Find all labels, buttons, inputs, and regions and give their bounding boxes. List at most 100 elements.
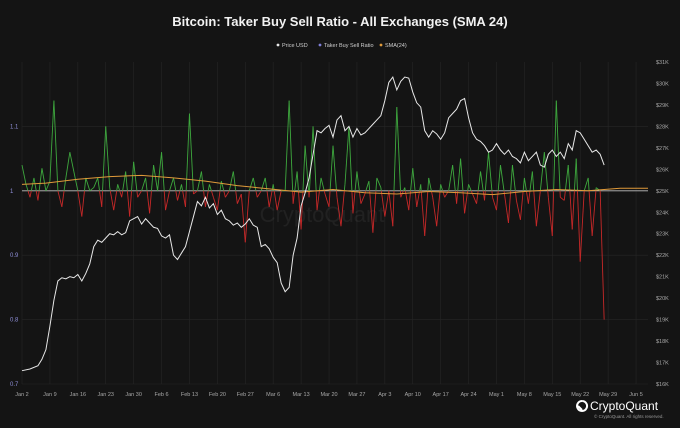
ratio-segment-buy: [141, 177, 147, 191]
ratio-segment-buy: [207, 184, 210, 191]
sma-line: [21, 174, 648, 196]
ratio-segment-buy: [173, 177, 177, 191]
x-tick-label: Feb 6: [155, 392, 169, 398]
ratio-segment-buy: [343, 184, 346, 191]
ratio-segment-buy: [529, 171, 533, 191]
ratio-segment-buy: [131, 161, 135, 191]
ratio-segment-buy: [153, 164, 159, 191]
ratio-segment-buy: [122, 171, 127, 191]
ratio-segment-sell: [527, 190, 531, 204]
watermark: CryptoQuant: [260, 202, 385, 227]
ratio-segment-sell: [432, 197, 438, 227]
x-tick-label: Apr 10: [405, 392, 421, 398]
ratio-segment-buy: [133, 161, 138, 191]
ratio-segment-buy: [587, 177, 590, 191]
ratio-segment-buy: [185, 113, 190, 191]
ratio-segment-buy: [151, 165, 155, 191]
ratio-segment-sell: [420, 190, 426, 236]
ratio-segment-buy: [109, 187, 111, 191]
legend-label-ratio[interactable]: Taker Buy Sell Ratio: [324, 43, 374, 49]
x-tick-label: Feb 20: [209, 392, 226, 398]
ratio-segment-buy: [354, 171, 358, 191]
ratio-segment-sell: [392, 190, 395, 227]
left-tick-label: 0.7: [10, 382, 19, 388]
ratio-segment-buy: [169, 177, 174, 191]
ratio-segment-sell: [193, 190, 198, 195]
right-tick-label: $29K: [656, 103, 669, 109]
ratio-segment-sell: [256, 190, 262, 198]
ratio-segment-sell: [491, 190, 493, 198]
x-tick-label: Mar 27: [348, 392, 365, 398]
x-tick-label: Jan 23: [97, 392, 114, 398]
ratio-segment-sell: [476, 190, 479, 204]
ratio-segment-buy: [288, 100, 294, 191]
ratio-segment-buy: [368, 181, 371, 191]
ratio-segment-sell: [563, 190, 566, 201]
legend-label-sma[interactable]: SMA(24): [385, 43, 407, 49]
ratio-segment-sell: [462, 190, 466, 214]
ratio-segment-buy: [460, 158, 464, 191]
ratio-segment-buy: [73, 171, 79, 191]
ratio-segment-sell: [119, 190, 123, 198]
ratio-segment-sell: [292, 190, 296, 204]
ratio-segment-buy: [356, 171, 360, 191]
ratio-segment-buy: [523, 177, 527, 191]
ratio-segment-buy: [344, 126, 350, 185]
ratio-segment-sell: [551, 190, 555, 236]
ratio-segment-sell: [216, 190, 221, 211]
ratio-segment-buy: [567, 165, 571, 191]
ratio-segment-buy: [510, 165, 513, 191]
right-tick-label: $23K: [656, 232, 669, 238]
ratio-segment-buy: [348, 126, 353, 191]
ratio-segment-buy: [102, 126, 107, 191]
ratio-segment-sell: [210, 190, 214, 198]
ratio-segment-sell: [315, 190, 318, 211]
brand-name: CryptoQuant: [590, 399, 659, 413]
ratio-segment-sell: [352, 190, 356, 214]
ratio-segment-buy: [302, 145, 306, 191]
ratio-segment-buy: [49, 100, 55, 182]
ratio-segment-sell: [276, 190, 282, 211]
ratio-segment-buy: [412, 168, 416, 191]
ratio-segment-sell: [185, 190, 187, 207]
ratio-segment-sell: [224, 190, 230, 198]
right-tick-label: $31K: [656, 60, 669, 66]
ratio-segment-buy: [393, 107, 398, 191]
ratio-segment-buy: [583, 177, 589, 191]
ratio-segment-buy: [511, 164, 516, 191]
ratio-segment-buy: [553, 100, 557, 191]
price-line: [21, 75, 605, 372]
ratio-segment-sell: [504, 193, 509, 224]
ratio-segment-sell: [27, 190, 31, 198]
ratio-segment-buy: [522, 177, 525, 191]
ratio-segment-buy: [410, 168, 414, 191]
ratio-segment-buy: [93, 177, 99, 188]
ratio-series: [21, 100, 605, 320]
x-tick-label: May 8: [517, 392, 532, 398]
price-series: [21, 75, 605, 372]
ratio-segment-sell: [547, 190, 549, 198]
ratio-segment-buy: [252, 177, 257, 191]
ratio-segment-sell: [255, 190, 258, 198]
x-tick-label: May 22: [571, 392, 589, 398]
ratio-segment-sell: [236, 193, 242, 204]
ratio-segment-buy: [375, 177, 378, 191]
right-tick-label: $30K: [656, 81, 669, 87]
x-tick-label: Mar 20: [320, 392, 337, 398]
ratio-segment-sell: [177, 190, 181, 201]
ratio-segment-sell: [340, 190, 345, 227]
ratio-segment-sell: [492, 197, 497, 211]
legend-label-price[interactable]: Price USD: [282, 43, 308, 49]
ratio-segment-sell: [360, 193, 366, 204]
x-tick-label: Apr 24: [460, 392, 476, 398]
x-tick-label: May 29: [599, 392, 617, 398]
legend-marker-ratio: [318, 43, 322, 47]
ratio-segment-buy: [539, 152, 545, 191]
right-axis: $16K $17K $18K $19K $20K $21K $22K $23K $24K $25K…: [656, 60, 669, 388]
ratio-segment-buy: [575, 158, 578, 191]
ratio-segment-buy: [468, 184, 472, 191]
ratio-segment-buy: [220, 181, 225, 191]
ratio-segment-sell: [404, 190, 410, 211]
